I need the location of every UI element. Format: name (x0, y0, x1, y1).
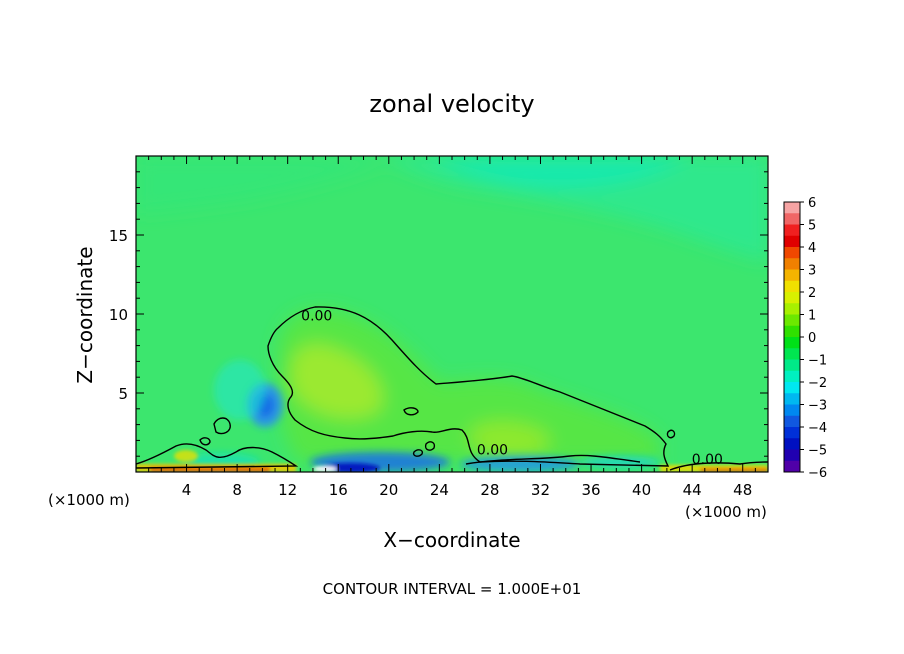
x-tick-label: 24 (430, 481, 449, 499)
x-tick-label: 4 (182, 481, 192, 499)
zero-contour-right (669, 461, 768, 471)
contour-label: 0.00 (692, 452, 723, 468)
positive-core (278, 309, 660, 462)
chart-title: zonal velocity (369, 90, 534, 118)
colorbar-swatch (784, 280, 800, 293)
x-axis-label: X−coordinate (383, 528, 520, 552)
colorbar-swatch (784, 370, 800, 383)
colorbar-swatch (784, 438, 800, 450)
colorbar-label: −2 (808, 376, 827, 391)
colorbar-swatch (784, 213, 800, 225)
colorbar-label: 4 (808, 241, 816, 256)
y-tick-label: 15 (109, 227, 128, 245)
y-axis-label: Z−coordinate (73, 246, 97, 383)
x-unit-left: (×1000 m) (48, 491, 130, 509)
zero-contour-small1 (213, 417, 231, 435)
colorbar-swatch (784, 303, 800, 315)
colorbar-label: 1 (808, 309, 816, 324)
x-axis-ticks: 4 8 12 16 20 24 28 32 36 40 44 48 (148, 156, 756, 499)
contour-labels: 0.00 0.00 0.00 (301, 308, 723, 468)
colorbar-swatch (784, 359, 800, 372)
upper-negative-band (136, 156, 768, 262)
contour-interval-footer: CONTOUR INTERVAL = 1.000E+01 (323, 580, 582, 598)
colorbar-label: 2 (808, 286, 816, 301)
x-tick-label: 36 (581, 481, 600, 499)
colorbar-swatch (784, 449, 800, 462)
colorbar-swatch (784, 202, 800, 214)
x-tick-label: 20 (379, 481, 398, 499)
colorbar-swatch (784, 460, 800, 473)
x-tick-label: 48 (733, 481, 752, 499)
x-tick-label: 16 (329, 481, 348, 499)
zero-contour-small6 (666, 429, 676, 439)
colorbar-labels: 6 5 4 3 2 1 0 −1 −2 −3 −4 −5 −6 (800, 196, 827, 481)
x-tick-label: 12 (278, 481, 297, 499)
y-tick-label: 10 (109, 306, 128, 324)
colorbar-label: −6 (808, 466, 827, 481)
x-tick-label: 40 (632, 481, 651, 499)
zero-contour-left (136, 443, 299, 469)
colorbar-swatch (784, 224, 800, 237)
colorbar-label: 5 (808, 219, 816, 234)
x-tick-label: 32 (531, 481, 550, 499)
colorbar-label: −4 (808, 421, 827, 436)
colorbar-swatch (784, 427, 800, 439)
zero-contours (136, 306, 768, 471)
x-tick-label: 44 (683, 481, 702, 499)
colorbar-swatch (784, 382, 800, 394)
colorbar-swatch (784, 393, 800, 405)
colorbar-label: 0 (808, 331, 816, 346)
zero-contour-bottom (465, 454, 641, 465)
colorbar (783, 201, 801, 473)
colorbar-label: −3 (808, 399, 827, 414)
contour-label: 0.00 (477, 443, 508, 459)
colorbar-label: −1 (808, 354, 827, 369)
x-tick-label: 28 (480, 481, 499, 499)
zero-contour-main (267, 306, 670, 467)
zero-contour-small3 (403, 407, 419, 416)
colorbar-swatch (784, 325, 800, 338)
colorbar-swatch (784, 269, 800, 282)
zero-contour-small2 (199, 437, 211, 446)
zero-contour-small4 (424, 441, 436, 451)
plot-area (136, 156, 768, 472)
y-tick-label: 5 (118, 385, 128, 403)
colorbar-swatch (784, 337, 800, 349)
colorbar-label: 3 (808, 264, 816, 279)
colorbar-swatch (784, 235, 800, 248)
colorbar-swatch (784, 314, 800, 327)
colorbar-swatch (784, 258, 800, 270)
colorbar-swatch (784, 404, 800, 417)
colorbar-label: −5 (808, 444, 827, 459)
x-tick-label: 8 (232, 481, 242, 499)
x-unit-right: (×1000 m) (685, 503, 767, 521)
colorbar-swatch (784, 415, 800, 428)
contour-label: 0.00 (301, 308, 332, 324)
colorbar-label: 6 (808, 196, 816, 211)
zero-contour-small5 (412, 449, 424, 457)
surface-positive (136, 450, 768, 472)
colorbar-swatch (784, 247, 800, 259)
colorbar-swatch (784, 348, 800, 360)
y-axis-ticks: 5 10 15 (109, 171, 768, 457)
colorbar-swatch (784, 292, 800, 304)
